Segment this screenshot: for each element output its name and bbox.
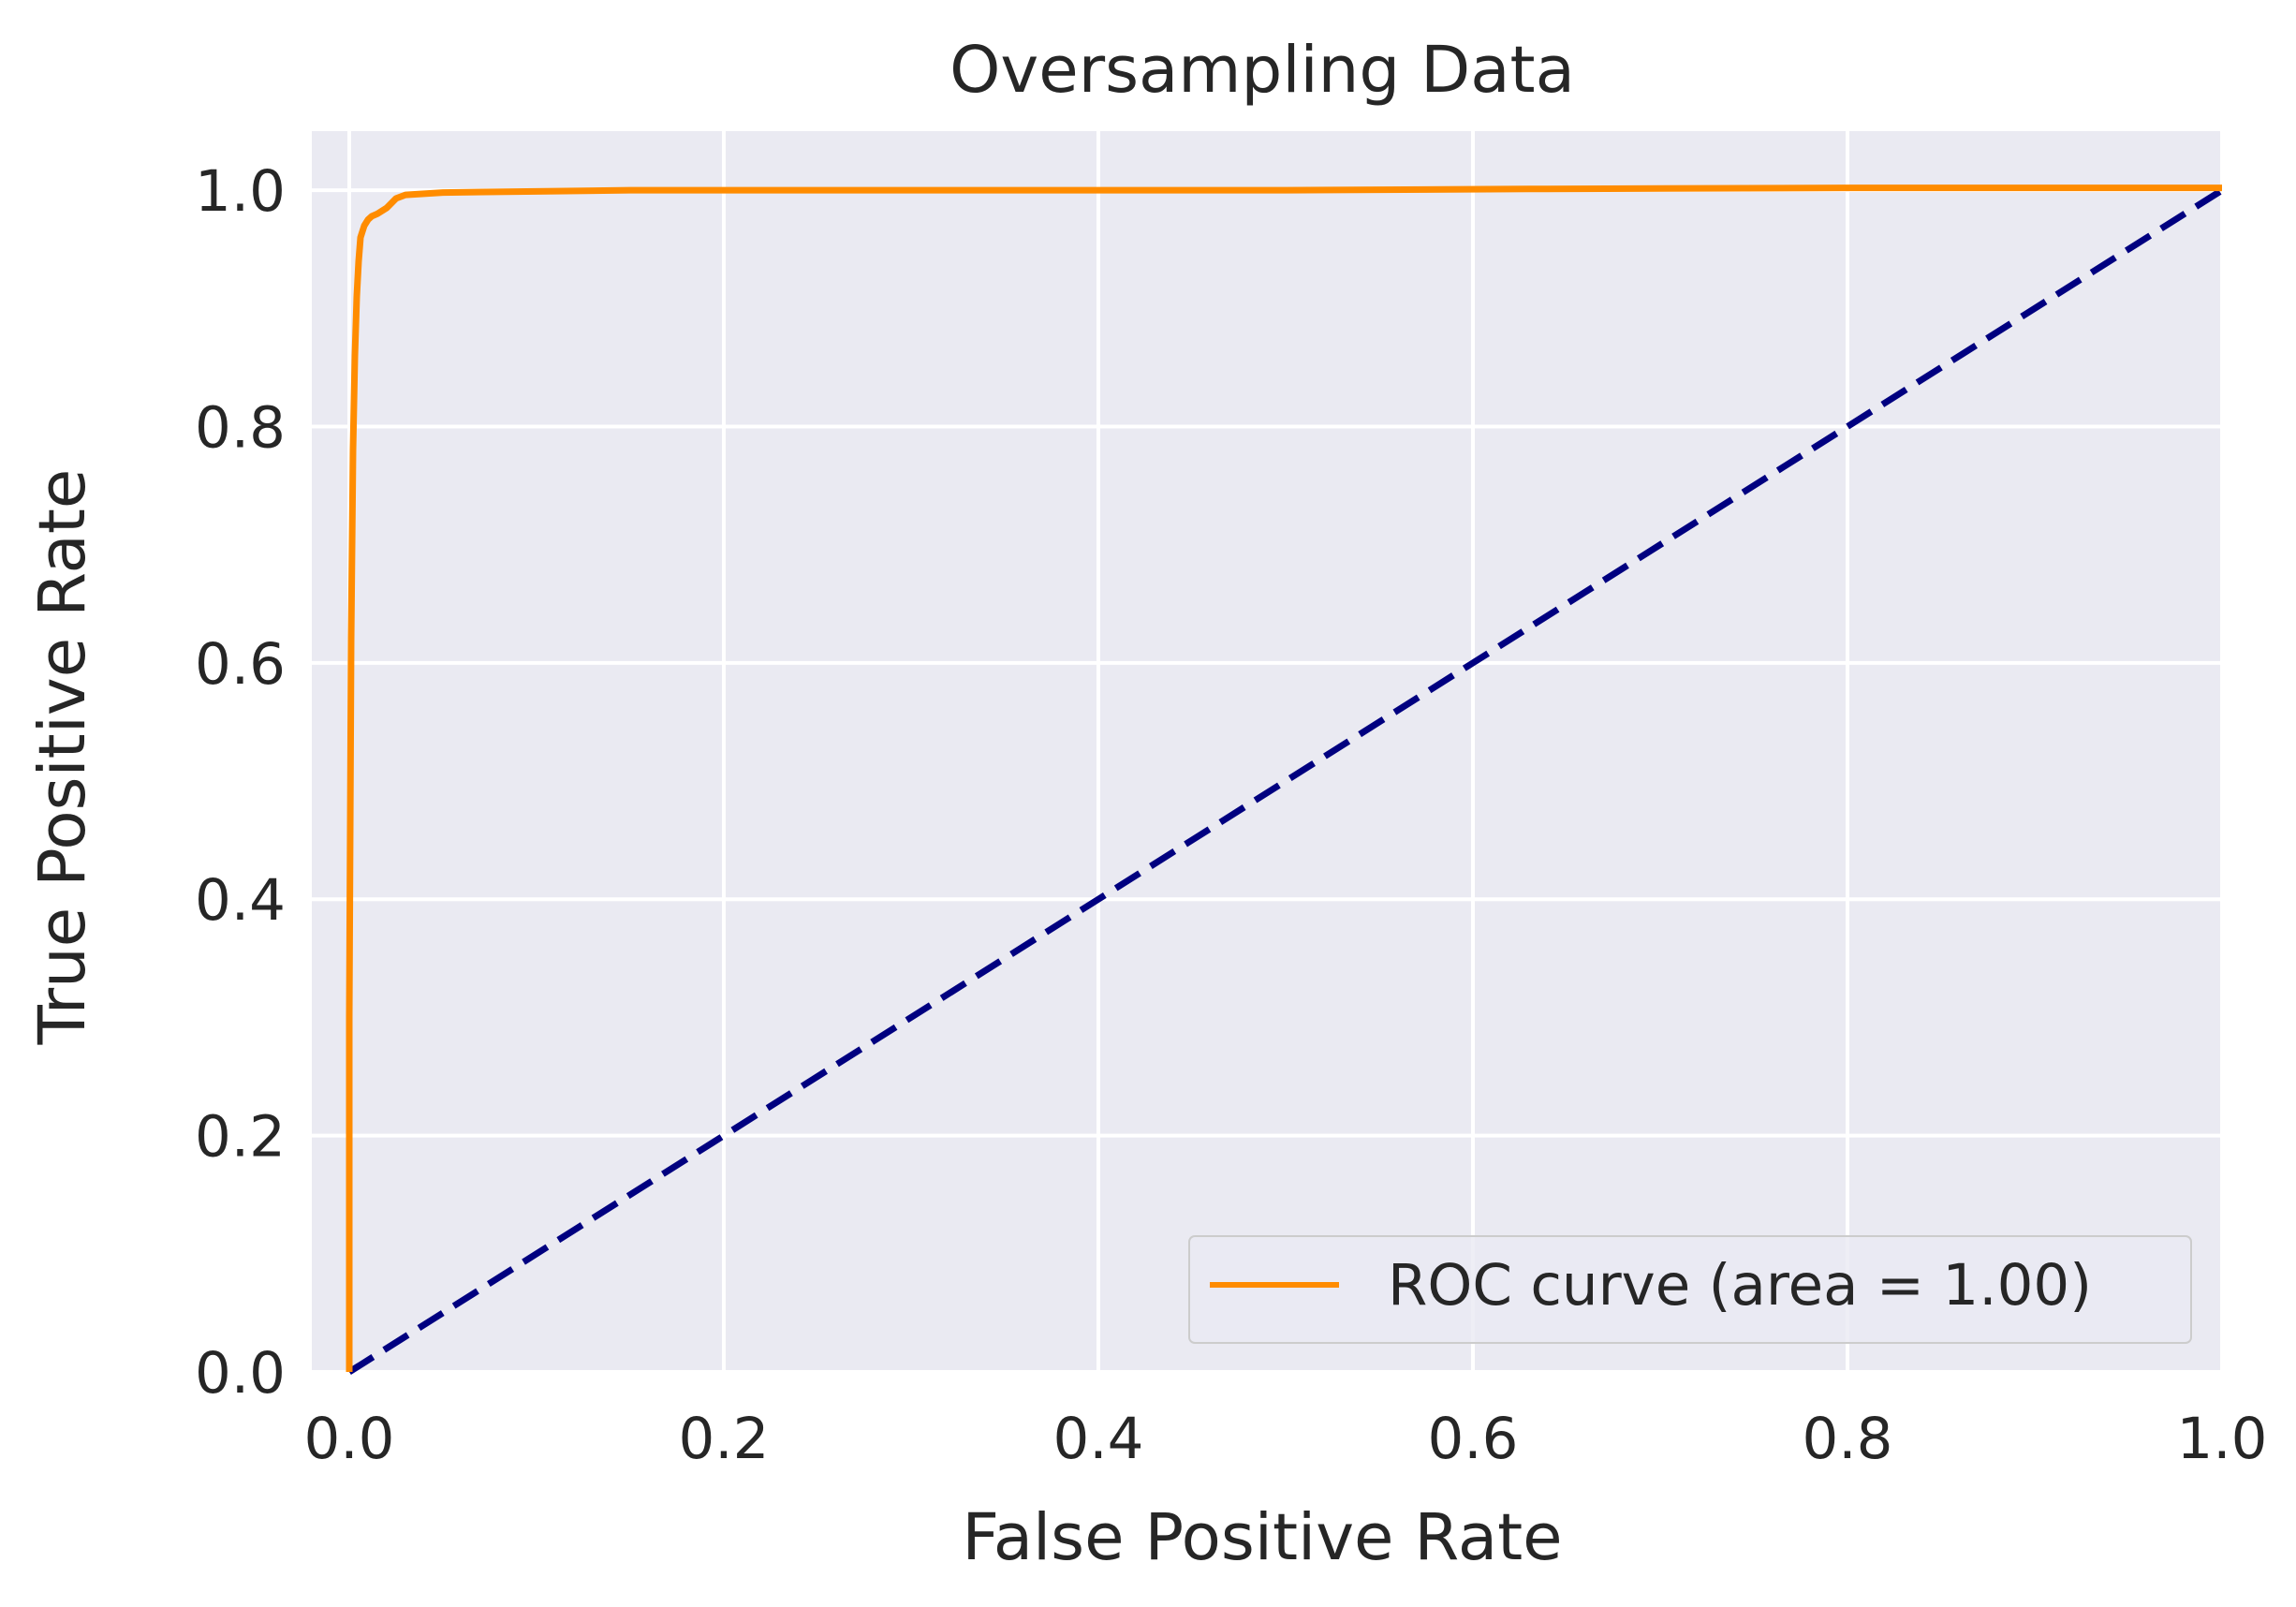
y-tick-label: 0.2 [195,1104,286,1171]
legend-box [1188,1235,2192,1344]
x-tick-label: 0.6 [1427,1406,1518,1472]
x-tick-label: 0.8 [1802,1406,1892,1472]
y-tick-labels: 0.0 0.2 0.4 0.6 0.8 1.0 [195,158,286,1407]
y-axis-label: True Positive Rate [25,469,100,1046]
y-tick-label: 0.6 [195,631,286,698]
legend: ROC curve (area = 1.00) [1188,1235,2192,1344]
x-tick-label: 0.4 [1052,1406,1143,1472]
plot-area [312,131,2222,1372]
y-tick-label: 0.0 [195,1340,286,1407]
x-tick-label: 0.2 [678,1406,769,1472]
x-tick-labels: 0.0 0.2 0.4 0.6 0.8 1.0 [303,1406,2267,1472]
y-tick-label: 0.8 [195,394,286,461]
y-tick-label: 1.0 [195,158,286,225]
x-tick-label: 1.0 [2176,1406,2267,1472]
y-tick-label: 0.4 [195,867,286,934]
x-tick-label: 0.0 [303,1406,394,1472]
roc-curve-line [346,184,2222,1372]
legend-label-roc: ROC curve (area = 1.00) [1388,1252,2092,1319]
x-axis-label: False Positive Rate [962,1500,1562,1575]
series-layer [346,184,2224,1375]
chart-title: Oversampling Data [949,33,1575,108]
